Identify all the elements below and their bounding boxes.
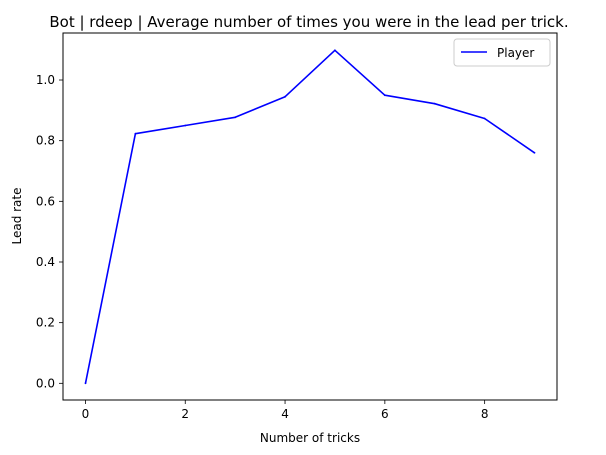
series-group — [84, 49, 536, 385]
legend-box — [453, 38, 551, 67]
legend-label-player: Player — [497, 46, 534, 60]
x-axis-label: Number of tricks — [260, 431, 360, 445]
x-tick-label: 2 — [181, 407, 189, 421]
plot-frame — [62, 32, 558, 401]
series-line-player — [84, 49, 535, 384]
y-tick-label: 1.0 — [36, 73, 55, 87]
y-tick-label: 0.2 — [36, 316, 55, 330]
legend: Player — [453, 38, 551, 67]
data-point — [134, 132, 137, 135]
y-tick-label: 0.8 — [36, 134, 55, 148]
y-tick-label: 0.0 — [36, 376, 55, 390]
x-tick-label: 8 — [481, 407, 489, 421]
y-axis-label: Lead rate — [10, 187, 24, 244]
axis-ticks: 0 2 4 6 8 0.0 0.2 0.4 0.6 0.8 1.0 — [36, 73, 489, 421]
x-tick-label: 4 — [281, 407, 289, 421]
data-point — [84, 382, 87, 385]
data-point — [234, 116, 237, 119]
x-tick-label: 0 — [82, 407, 90, 421]
data-point — [483, 117, 486, 120]
data-point — [284, 95, 286, 98]
data-point — [533, 151, 536, 154]
chart-title: Bot | rdeep | Average number of times yo… — [49, 13, 568, 31]
y-tick-label: 0.4 — [36, 255, 55, 269]
data-point — [184, 124, 187, 127]
data-point — [433, 102, 436, 105]
y-tick-label: 0.6 — [36, 194, 55, 208]
x-tick-label: 6 — [381, 407, 389, 421]
data-point — [334, 49, 336, 52]
data-point — [383, 94, 386, 97]
